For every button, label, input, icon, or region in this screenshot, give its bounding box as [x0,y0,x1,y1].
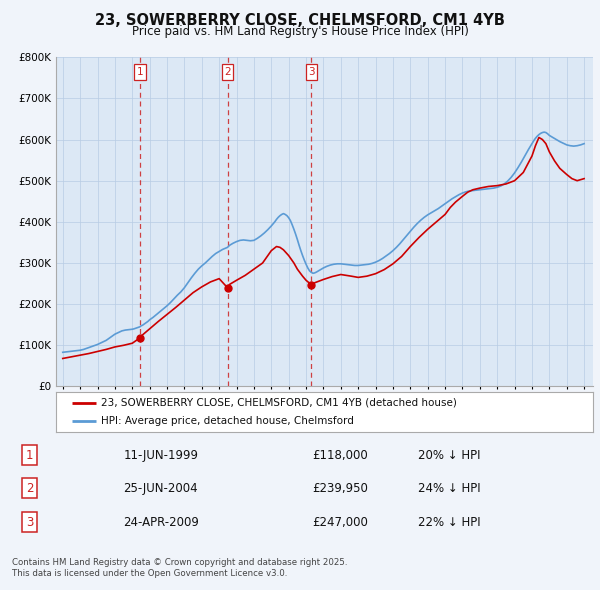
Text: 3: 3 [26,516,33,529]
Text: 23, SOWERBERRY CLOSE, CHELMSFORD, CM1 4YB: 23, SOWERBERRY CLOSE, CHELMSFORD, CM1 4Y… [95,13,505,28]
Text: 11-JUN-1999: 11-JUN-1999 [124,448,199,462]
Text: 23, SOWERBERRY CLOSE, CHELMSFORD, CM1 4YB (detached house): 23, SOWERBERRY CLOSE, CHELMSFORD, CM1 4Y… [101,398,457,408]
Text: £239,950: £239,950 [312,481,368,495]
Text: 1: 1 [26,448,33,462]
Text: 3: 3 [308,67,315,77]
Point [223,283,232,293]
Text: This data is licensed under the Open Government Licence v3.0.: This data is licensed under the Open Gov… [12,569,287,578]
Text: HPI: Average price, detached house, Chelmsford: HPI: Average price, detached house, Chel… [101,416,355,426]
Text: 2: 2 [224,67,231,77]
Text: 1: 1 [137,67,143,77]
Text: £247,000: £247,000 [312,516,368,529]
Point [307,280,316,290]
Text: 24% ↓ HPI: 24% ↓ HPI [418,481,480,495]
Text: 22% ↓ HPI: 22% ↓ HPI [418,516,480,529]
Text: Price paid vs. HM Land Registry's House Price Index (HPI): Price paid vs. HM Land Registry's House … [131,25,469,38]
Text: Contains HM Land Registry data © Crown copyright and database right 2025.: Contains HM Land Registry data © Crown c… [12,558,347,566]
Text: 25-JUN-2004: 25-JUN-2004 [124,481,198,495]
Text: 2: 2 [26,481,33,495]
Text: 20% ↓ HPI: 20% ↓ HPI [418,448,480,462]
Text: £118,000: £118,000 [312,448,368,462]
Point [135,333,145,343]
Text: 24-APR-2009: 24-APR-2009 [124,516,199,529]
